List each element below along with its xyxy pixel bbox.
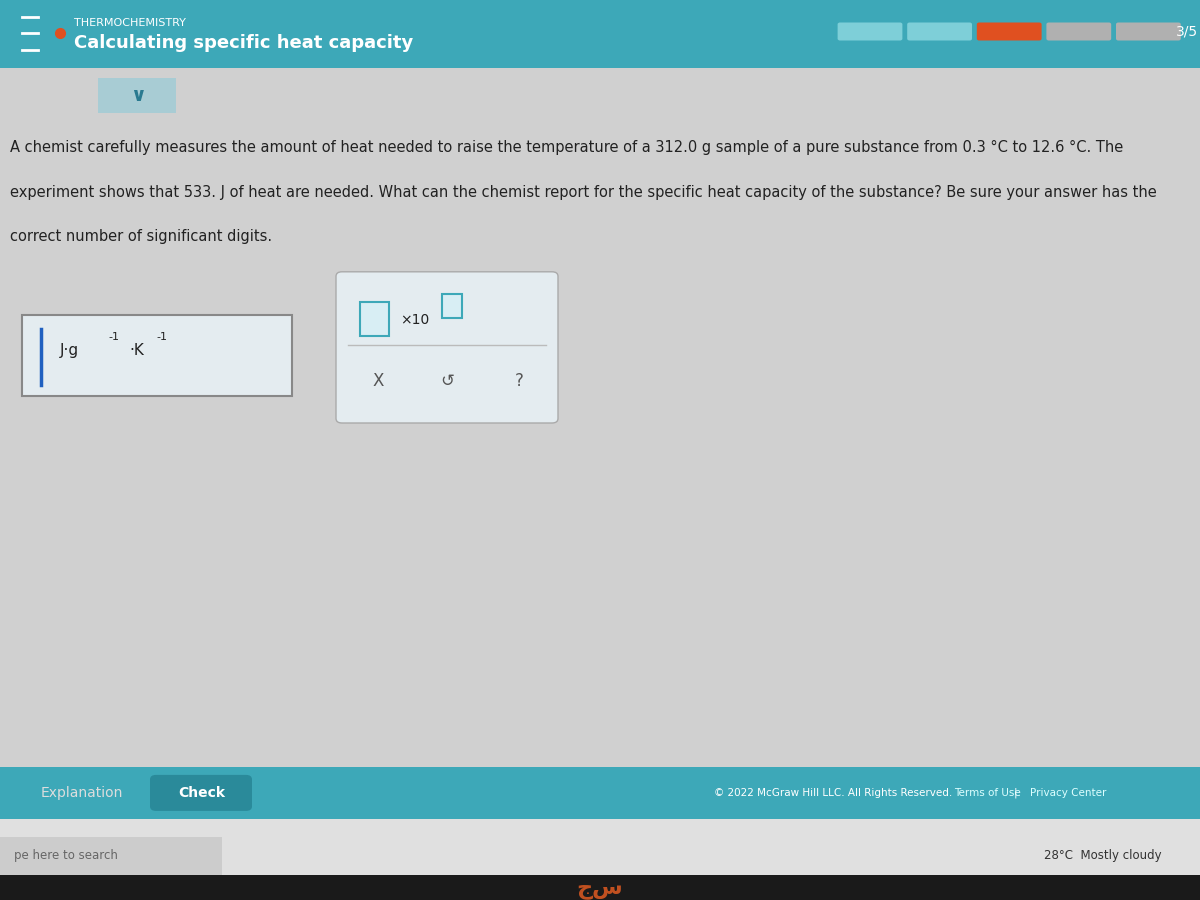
- Text: -1: -1: [156, 332, 167, 343]
- Text: ×10: ×10: [400, 313, 428, 328]
- Text: 3/5: 3/5: [1176, 24, 1198, 39]
- Text: ·K: ·K: [130, 344, 144, 358]
- Text: ↺: ↺: [440, 372, 455, 390]
- FancyBboxPatch shape: [0, 0, 1200, 68]
- FancyBboxPatch shape: [1046, 22, 1111, 40]
- Text: Privacy Center: Privacy Center: [1030, 788, 1106, 798]
- FancyBboxPatch shape: [0, 875, 1200, 900]
- FancyBboxPatch shape: [0, 837, 222, 875]
- Text: Terms of Use: Terms of Use: [954, 788, 1021, 798]
- Text: ∨: ∨: [130, 86, 146, 105]
- FancyBboxPatch shape: [838, 22, 902, 40]
- Text: |: |: [1014, 788, 1018, 798]
- Text: Calculating specific heat capacity: Calculating specific heat capacity: [74, 34, 414, 52]
- FancyBboxPatch shape: [360, 302, 389, 336]
- FancyBboxPatch shape: [442, 294, 462, 318]
- Text: experiment shows that 533. J of heat are needed. What can the chemist report for: experiment shows that 533. J of heat are…: [10, 184, 1157, 200]
- Text: © 2022 McGraw Hill LLC. All Rights Reserved.: © 2022 McGraw Hill LLC. All Rights Reser…: [714, 788, 953, 798]
- FancyBboxPatch shape: [22, 315, 292, 396]
- FancyBboxPatch shape: [977, 22, 1042, 40]
- FancyBboxPatch shape: [0, 819, 1200, 900]
- Text: correct number of significant digits.: correct number of significant digits.: [10, 230, 271, 245]
- Text: THERMOCHEMISTRY: THERMOCHEMISTRY: [74, 18, 186, 29]
- Text: X: X: [372, 372, 384, 390]
- FancyBboxPatch shape: [98, 78, 176, 112]
- Text: pe here to search: pe here to search: [14, 849, 119, 861]
- Text: -1: -1: [108, 332, 119, 343]
- FancyBboxPatch shape: [1116, 22, 1181, 40]
- FancyBboxPatch shape: [907, 22, 972, 40]
- FancyBboxPatch shape: [336, 272, 558, 423]
- FancyBboxPatch shape: [0, 767, 1200, 819]
- Text: A chemist carefully measures the amount of heat needed to raise the temperature : A chemist carefully measures the amount …: [10, 140, 1123, 155]
- Text: J·g: J·g: [60, 344, 79, 358]
- Text: 28°C  Mostly cloudy: 28°C Mostly cloudy: [1044, 849, 1162, 861]
- Text: جس: جس: [577, 879, 623, 899]
- FancyBboxPatch shape: [150, 775, 252, 811]
- Text: ?: ?: [515, 372, 524, 390]
- Text: Explanation: Explanation: [41, 786, 122, 800]
- Text: Check: Check: [178, 786, 226, 800]
